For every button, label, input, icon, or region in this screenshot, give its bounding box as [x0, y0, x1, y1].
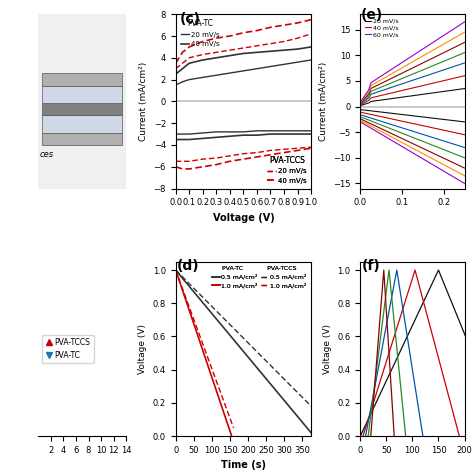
FancyBboxPatch shape: [42, 103, 122, 115]
Legend: 0.5 mA/cm², 1.0 mA/cm², 0.5 mA/cm², 1.0 mA/cm²: 0.5 mA/cm², 1.0 mA/cm², 0.5 mA/cm², 1.0 …: [211, 265, 308, 290]
Y-axis label: Current (mA/cm²): Current (mA/cm²): [139, 62, 148, 141]
FancyBboxPatch shape: [42, 86, 122, 103]
Y-axis label: Voltage (V): Voltage (V): [138, 324, 147, 374]
Text: ces: ces: [40, 150, 54, 159]
Text: (c): (c): [180, 12, 201, 26]
Y-axis label: Current (mA/cm²): Current (mA/cm²): [319, 62, 328, 141]
Legend: 20 mV/s, 40 mV/s, 60 mV/s: 20 mV/s, 40 mV/s, 60 mV/s: [364, 18, 400, 38]
Y-axis label: Voltage (V): Voltage (V): [323, 324, 332, 374]
X-axis label: Time (s): Time (s): [221, 460, 266, 470]
Legend: 20 mV/s, 40 mV/s: 20 mV/s, 40 mV/s: [266, 155, 308, 185]
FancyBboxPatch shape: [42, 115, 122, 133]
Legend: PVA-TCCS, PVA-TC: PVA-TCCS, PVA-TC: [42, 335, 94, 363]
FancyBboxPatch shape: [42, 73, 122, 86]
Text: (f): (f): [361, 259, 380, 273]
X-axis label: Voltage (V): Voltage (V): [212, 213, 274, 223]
FancyBboxPatch shape: [42, 133, 122, 145]
Text: (e): (e): [361, 9, 383, 22]
Text: (d): (d): [177, 259, 200, 273]
